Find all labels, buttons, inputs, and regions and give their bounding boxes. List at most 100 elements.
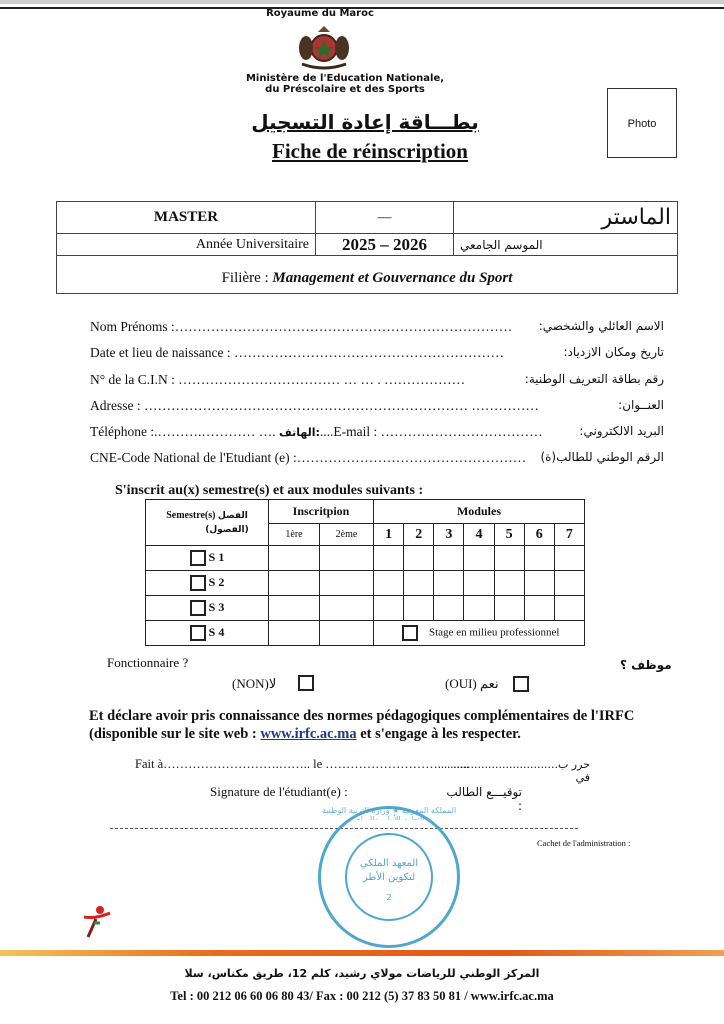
checkbox[interactable]: [189, 575, 206, 592]
modules-heading: S'inscrit au(x) semestre(s) et aux modul…: [115, 483, 424, 498]
cell[interactable]: [403, 595, 435, 621]
cell[interactable]: [553, 595, 586, 621]
semester-s1[interactable]: S 1: [145, 545, 269, 571]
semester-s4[interactable]: S 4: [145, 620, 269, 646]
field-label-fr: Nom Prénoms :…………………………………………………………………: [90, 319, 513, 334]
table-row: S 4 Stage en milieu professionnel: [145, 620, 585, 646]
telephone-label: Téléphone :.……….………… ….: [90, 424, 276, 439]
semester-s2[interactable]: S 2: [145, 570, 269, 596]
cell[interactable]: [268, 570, 320, 596]
cell[interactable]: [403, 545, 435, 571]
declaration: Et déclare avoir pris connaissance des n…: [89, 707, 709, 743]
cell[interactable]: [372, 545, 405, 571]
cell[interactable]: [319, 545, 374, 571]
checkbox[interactable]: [189, 625, 206, 642]
semester-s3[interactable]: S 3: [145, 595, 269, 621]
cell[interactable]: [433, 595, 465, 621]
cell[interactable]: [493, 570, 525, 596]
country-name: Royaume du Maroc: [266, 8, 374, 19]
field-label-ar: البريد الالكتروني:: [579, 424, 664, 438]
semester-header: Semestre(s) الفصل (الفصول): [145, 499, 269, 546]
module-5-header: 5: [493, 523, 525, 546]
cell[interactable]: [523, 595, 555, 621]
field-label-ar: تاريخ ومكان الازدياد:: [563, 345, 664, 359]
field-label-fr: Téléphone :.……….………… …. الهاتف:....E-mai…: [90, 424, 543, 440]
inscription-2eme: 2ème: [319, 523, 374, 546]
oui-label: (OUI) نعم: [445, 676, 499, 691]
field-label-ar: الاسم العائلي والشخصي:: [538, 319, 664, 333]
field-label-fr: N° de la C.I.N : ……………………………… … … . ……………: [90, 372, 466, 387]
email-label: ....E-mail : ………………………………: [319, 424, 543, 439]
cell[interactable]: [463, 595, 495, 621]
fonctionnaire-question-fr: Fonctionnaire ?: [107, 655, 189, 670]
cell[interactable]: [372, 570, 405, 596]
stage-cell[interactable]: Stage en milieu professionnel: [373, 620, 585, 646]
field-label-fr: Date et lieu de naissance : …………………………………: [90, 345, 504, 360]
ministry-name: Ministère de l'Education Nationale, du P…: [180, 73, 510, 95]
fait-a-field-ar: حرر ب.............................. في: [453, 758, 590, 784]
field-telephone-email[interactable]: Téléphone :.……….………… …. الهاتف:....E-mai…: [90, 424, 664, 444]
module-3-header: 3: [433, 523, 465, 546]
stage-checkbox[interactable]: [402, 625, 418, 641]
cell[interactable]: [403, 570, 435, 596]
cell[interactable]: [493, 545, 525, 571]
declaration-text-end: et s'engage à les respecter.: [360, 726, 521, 742]
field-cne[interactable]: CNE-Code National de l'Etudiant (e) :…………: [90, 450, 664, 470]
inscription-1ere: 1ère: [268, 523, 320, 546]
fonctionnaire-question-ar: موظف ؟: [620, 658, 672, 672]
cell[interactable]: [319, 595, 374, 621]
year-label-fr: Année Universitaire: [56, 233, 316, 256]
checkbox[interactable]: [189, 600, 206, 617]
cell[interactable]: [268, 595, 320, 621]
non-checkbox[interactable]: [298, 675, 314, 691]
signature-label-ar: توقيـــع الطالب :: [446, 785, 522, 813]
cell[interactable]: [463, 570, 495, 596]
field-label-ar: رقم بطاقة التعريف الوطنية:: [524, 372, 664, 386]
cell[interactable]: [319, 570, 374, 596]
semester-label: S 2: [208, 574, 225, 589]
module-4-header: 4: [463, 523, 495, 546]
irfc-website-link[interactable]: www.irfc.ac.ma: [260, 726, 357, 742]
fait-a-field[interactable]: Fait à……………………….…….. le ……………………….......…: [135, 757, 470, 771]
cell[interactable]: [523, 570, 555, 596]
cell[interactable]: [372, 595, 405, 621]
scan-edge: [0, 0, 724, 4]
semester-label: S 4: [208, 624, 225, 639]
cell[interactable]: [433, 545, 465, 571]
semester-label: S 1: [208, 549, 225, 564]
cell[interactable]: [268, 620, 320, 646]
footer-contact: Tel : 00 212 06 60 06 80 43/ Fax : 00 21…: [170, 989, 554, 1003]
filiere-value: Management et Gouvernance du Sport: [272, 270, 513, 286]
field-nom-prenoms[interactable]: Nom Prénoms :………………………………………………………………… ال…: [90, 319, 664, 339]
photo-box: Photo: [607, 88, 677, 158]
table-row: S 1: [145, 545, 586, 571]
cell[interactable]: [268, 545, 320, 571]
signature-label-fr: Signature de l'étudiant(e) :: [210, 784, 348, 799]
royal-emblem-icon: [299, 26, 349, 70]
field-label-fr: CNE-Code National de l'Etudiant (e) :…………: [90, 450, 527, 465]
level-fr: MASTER: [56, 201, 316, 234]
cell[interactable]: [553, 570, 586, 596]
footer-address: المركز الوطني للرياضات مولاي رشيد، كلم 1…: [184, 967, 540, 980]
field-cin[interactable]: N° de la C.I.N : ……………………………… … … . ……………: [90, 372, 664, 392]
cell[interactable]: [463, 545, 495, 571]
semester-header-ar-plural: (الفصول): [205, 524, 249, 535]
cell[interactable]: [553, 545, 586, 571]
declaration-line-1: Et déclare avoir pris connaissance des n…: [89, 708, 635, 724]
cell[interactable]: [319, 620, 374, 646]
year-label-ar: الموسم الجامعي: [453, 233, 678, 256]
level-separator: —: [315, 201, 454, 234]
filiere: Filière : Management et Gouvernance du S…: [56, 255, 678, 294]
field-adresse[interactable]: Adresse : ……………………………………………………………… ………………: [90, 398, 664, 418]
cell[interactable]: [433, 570, 465, 596]
cell[interactable]: [493, 595, 525, 621]
stamp-number: 2: [386, 893, 392, 902]
semester-header-ar: الفصل: [217, 510, 248, 521]
stamp-inner-line-1: المعهد الملكي: [359, 858, 419, 869]
field-date-lieu-naissance[interactable]: Date et lieu de naissance : …………………………………: [90, 345, 664, 365]
checkbox[interactable]: [189, 550, 206, 567]
oui-checkbox[interactable]: [513, 676, 529, 692]
cell[interactable]: [523, 545, 555, 571]
stamp-outer-text: المملكة المغربية ★ وزارة التربية الوطنية…: [321, 806, 457, 820]
telephone-label-ar: الهاتف:: [278, 426, 320, 439]
